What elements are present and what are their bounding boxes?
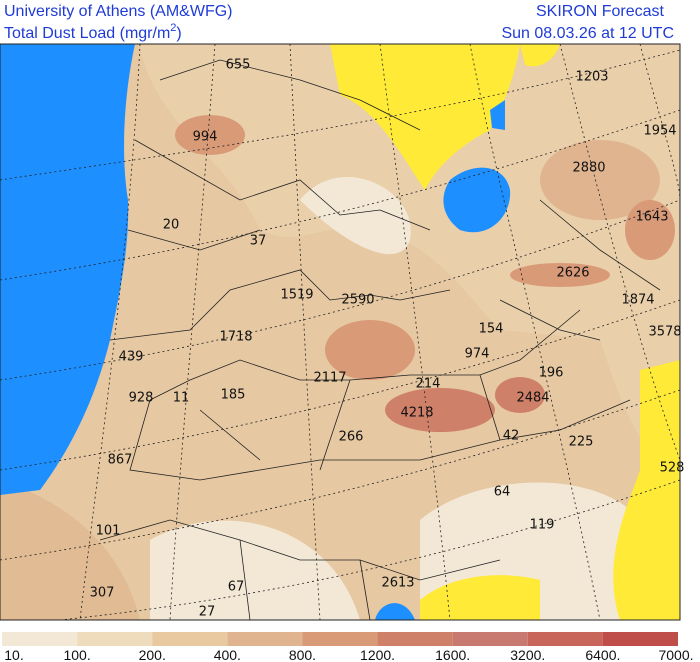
legend-swatch xyxy=(602,632,678,646)
value-label: 42 xyxy=(503,429,520,444)
value-label: 1874 xyxy=(621,293,654,308)
sea xyxy=(490,100,505,130)
no-dust-area xyxy=(520,44,560,67)
sea xyxy=(375,603,415,620)
border-lines xyxy=(99,59,661,620)
map-title: Total Dust Load (mgr/m2) xyxy=(4,22,182,42)
value-label: 994 xyxy=(193,130,218,145)
legend-label: 100. xyxy=(63,647,90,662)
legend-swatch xyxy=(302,632,378,646)
legend-label: 6400. xyxy=(585,647,620,662)
value-label: 225 xyxy=(569,435,594,450)
title-superscript: 2 xyxy=(170,22,176,34)
sea xyxy=(443,167,511,233)
no-dust-area xyxy=(613,360,680,620)
forecast-date: Sun 08.03.26 at 12 UTC xyxy=(501,25,674,42)
legend-swatch xyxy=(527,632,603,646)
dust-core xyxy=(325,320,415,380)
value-label: 196 xyxy=(539,366,564,381)
value-label: 185 xyxy=(221,388,246,403)
value-label: 2626 xyxy=(556,266,589,281)
legend-swatch xyxy=(452,632,528,646)
product-name: SKIRON Forecast xyxy=(536,3,665,20)
dust-core xyxy=(625,200,675,260)
no-dust-area xyxy=(420,575,540,620)
dust-area xyxy=(0,480,140,620)
value-label: 655 xyxy=(226,58,251,73)
value-label: 119 xyxy=(530,518,555,533)
value-label: 1718 xyxy=(219,330,252,345)
legend-swatch xyxy=(152,632,228,646)
value-label: 64 xyxy=(494,485,511,500)
value-label: 1203 xyxy=(575,70,608,85)
map-labels: 655 1203 994 1954 2880 20 37 1643 2626 1874 1519 25… xyxy=(90,58,685,620)
value-label: 1519 xyxy=(280,288,313,303)
map: 655 1203 994 1954 2880 20 37 1643 2626 1874 1519 25… xyxy=(0,43,685,621)
legend-label: 1200. xyxy=(360,647,395,662)
title-text: Total Dust Load (mgr/m xyxy=(4,25,170,42)
legend-swatch xyxy=(227,632,303,646)
value-label: 154 xyxy=(479,322,504,337)
value-label: 3578 xyxy=(648,325,681,340)
value-label: 11 xyxy=(173,391,190,406)
dust-core xyxy=(495,377,545,413)
value-label: 20 xyxy=(163,218,180,233)
value-label: 974 xyxy=(465,347,490,362)
value-label: 27 xyxy=(199,605,216,620)
value-label: 1643 xyxy=(635,210,668,225)
legend-label: 3200. xyxy=(510,647,545,662)
dust-core xyxy=(385,388,495,432)
value-label: 67 xyxy=(228,580,245,595)
value-label: 2117 xyxy=(313,371,346,386)
legend: 10. 100. 200. 400. 800. 1200. 1600. 3200. 6400. 7… xyxy=(2,632,694,662)
value-label: 214 xyxy=(416,377,441,392)
value-label: 928 xyxy=(129,391,154,406)
value-label: 2484 xyxy=(516,391,549,406)
value-label: 439 xyxy=(119,350,144,365)
dust-core xyxy=(510,263,610,287)
value-label: 307 xyxy=(90,586,115,601)
legend-swatch xyxy=(377,632,453,646)
value-label: 2590 xyxy=(341,293,374,308)
no-dust-area xyxy=(330,44,520,190)
value-label: 4218 xyxy=(400,406,433,421)
dust-core xyxy=(540,140,660,220)
value-label: 528 xyxy=(660,461,685,476)
map-frame xyxy=(0,43,681,621)
value-label: 2880 xyxy=(572,161,605,176)
value-label: 2613 xyxy=(381,576,414,591)
institution: University of Athens (AM&WFG) xyxy=(4,3,233,20)
legend-swatch xyxy=(2,632,78,646)
value-label: 266 xyxy=(339,430,364,445)
value-label: 101 xyxy=(96,524,121,539)
legend-label: 10. xyxy=(4,647,23,662)
low-dust-area xyxy=(300,177,411,255)
sea xyxy=(0,44,135,495)
legend-label: 800. xyxy=(289,647,316,662)
legend-label: 7000. xyxy=(658,647,693,662)
grid-lines xyxy=(0,44,680,620)
title-close: ) xyxy=(176,25,181,42)
value-label: 37 xyxy=(250,234,267,249)
legend-label: 1600. xyxy=(435,647,470,662)
legend-swatch xyxy=(77,632,153,646)
low-dust-area xyxy=(150,520,360,620)
legend-label: 400. xyxy=(214,647,241,662)
legend-label: 200. xyxy=(139,647,166,662)
value-label: 867 xyxy=(108,453,133,468)
value-label: 1954 xyxy=(643,124,676,139)
